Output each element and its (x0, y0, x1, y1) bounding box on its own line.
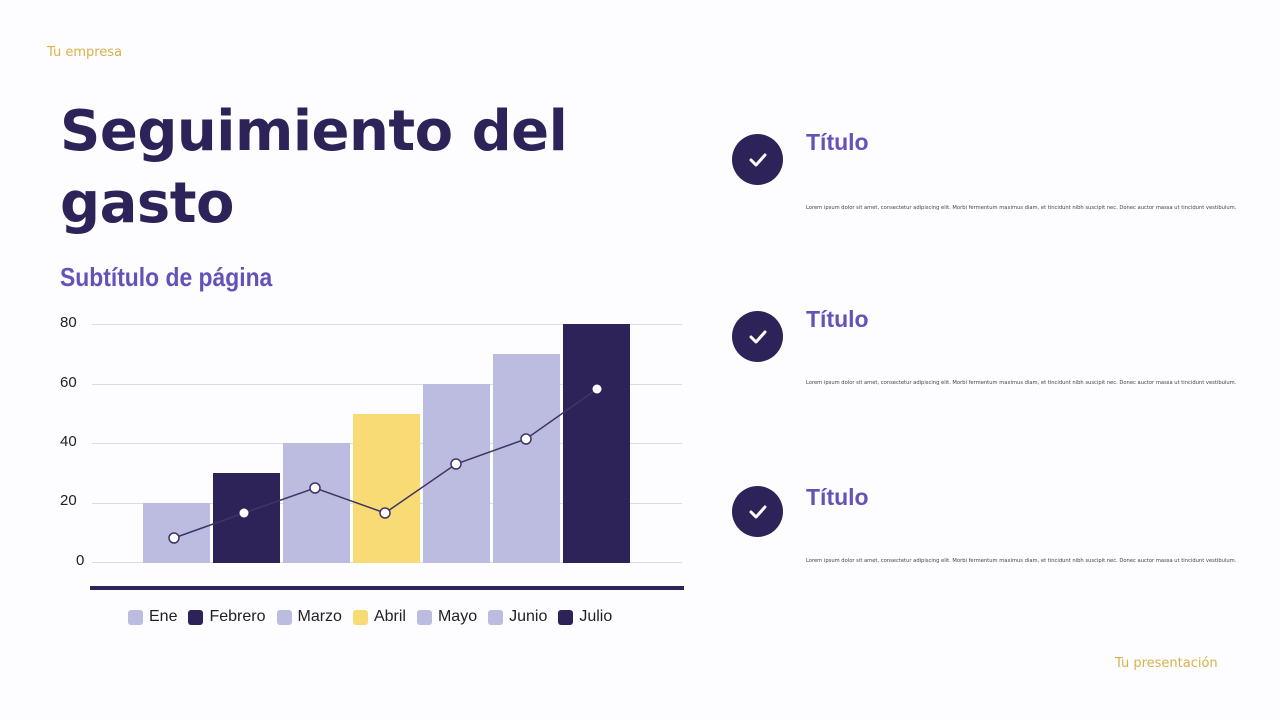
card-title: Título (806, 484, 869, 510)
x-axis-bar (90, 586, 684, 590)
legend-swatch (352, 609, 368, 625)
legend-item-marzo[interactable]: Marzo (276, 608, 342, 626)
presentation-name: Tu presentación (1115, 656, 1218, 671)
bar-mayo[interactable] (423, 384, 490, 563)
bar-abril[interactable] (353, 414, 420, 563)
gridline-80 (92, 324, 682, 325)
trend-line (168, 384, 602, 544)
legend-label: Julio (579, 608, 613, 625)
page-subtitle: Subtítulo de página (60, 262, 273, 292)
legend-label: Junio (509, 608, 548, 625)
y-tick-60: 60 (60, 374, 77, 391)
legend-item-junio[interactable]: Junio (488, 608, 547, 626)
page-title-line-1: Seguimiento del (60, 99, 568, 164)
legend-swatch (558, 609, 574, 625)
legend-swatch (416, 609, 432, 625)
trend-point-abril (379, 507, 391, 519)
card-body: Lorem ipsum dolor sit amet, consectetur … (806, 558, 1237, 564)
trend-point-mayo (450, 458, 462, 470)
legend-swatch (188, 609, 204, 625)
legend-swatch (488, 609, 504, 625)
card-title: Título (806, 129, 869, 155)
legend-label: Marzo (297, 608, 342, 625)
y-tick-80: 80 (60, 314, 77, 331)
page-title: Seguimiento del gasto (60, 96, 620, 240)
check-icon (732, 486, 783, 537)
trend-point-julio (592, 384, 602, 394)
check-icon (732, 134, 783, 185)
gridline-60 (92, 384, 682, 385)
legend-swatch (276, 609, 292, 625)
legend-label: Mayo (437, 608, 478, 625)
bar-marzo[interactable] (283, 443, 350, 563)
bar-febrero[interactable] (213, 473, 280, 563)
legend-item-ene[interactable]: Ene (128, 608, 177, 626)
company-name: Tu empresa (47, 45, 123, 60)
chart-legend: Ene Febrero Marzo Abril Mayo Junio Julio (128, 608, 623, 626)
page-title-line-2: gasto (60, 171, 234, 236)
bar-junio[interactable] (493, 354, 560, 563)
card-body: Lorem ipsum dolor sit amet, consectetur … (806, 205, 1237, 211)
legend-item-julio[interactable]: Julio (558, 608, 612, 626)
legend-label: Abril (373, 608, 406, 625)
card-title: Título (806, 306, 869, 332)
y-tick-0: 0 (76, 552, 85, 569)
trend-point-marzo (309, 482, 321, 494)
legend-label: Ene (149, 608, 178, 625)
bar-julio[interactable] (563, 324, 630, 563)
expense-chart: 80 60 40 20 0 Ene Febrero (60, 314, 684, 626)
trend-point-ene (168, 532, 180, 544)
legend-item-abril[interactable]: Abril (352, 608, 406, 626)
y-tick-40: 40 (60, 433, 77, 450)
trend-point-febrero (239, 508, 249, 518)
y-tick-20: 20 (60, 492, 77, 509)
trend-point-junio (520, 433, 532, 445)
card-body: Lorem ipsum dolor sit amet, consectetur … (806, 380, 1237, 386)
legend-item-febrero[interactable]: Febrero (188, 608, 266, 626)
check-icon (732, 311, 783, 362)
legend-label: Febrero (209, 608, 266, 625)
legend-item-mayo[interactable]: Mayo (416, 608, 478, 626)
legend-swatch (128, 609, 143, 625)
